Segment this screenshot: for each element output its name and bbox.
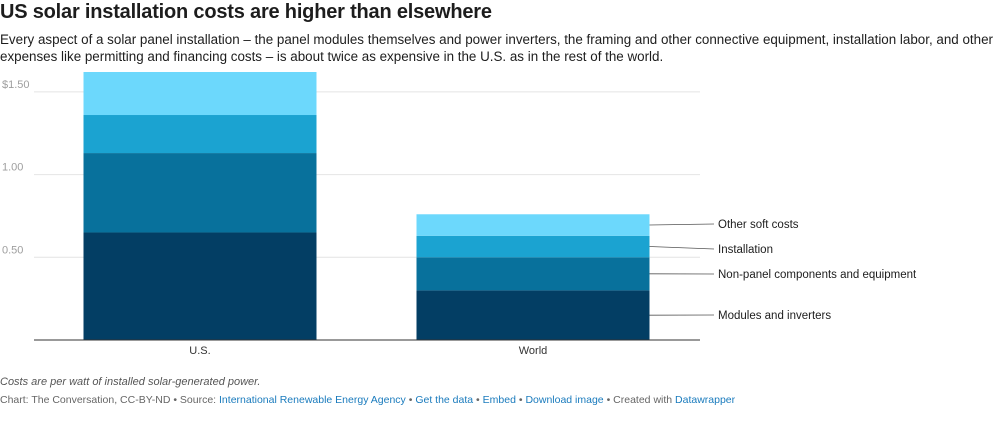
legend-label: Other soft costs xyxy=(718,219,799,231)
bar-segment xyxy=(416,257,650,291)
bar-segment xyxy=(83,115,317,154)
footer-credit: Chart: The Conversation, CC-BY-ND • Sour… xyxy=(0,394,220,406)
bars xyxy=(83,72,650,340)
bar-segment xyxy=(83,232,317,340)
get-data-link[interactable]: Get the data xyxy=(415,394,474,406)
bar-segment xyxy=(83,72,317,116)
chart-notes: Costs are per watt of installed solar-ge… xyxy=(0,376,261,388)
x-axis: U.S. World xyxy=(34,339,700,357)
chart-footer: Chart: The Conversation, CC-BY-ND • Sour… xyxy=(0,394,735,406)
x-tick-label: U.S. xyxy=(189,345,210,357)
legend: Modules and inverters Non-panel component… xyxy=(649,219,917,322)
bar-segment xyxy=(83,153,317,233)
y-tick-label: 1.00 xyxy=(2,162,23,174)
bar-segment xyxy=(416,235,650,258)
y-tick-label: 0.50 xyxy=(2,244,23,256)
footer-separator: • xyxy=(473,394,483,406)
footer-separator: • xyxy=(405,394,416,406)
footer-separator: • xyxy=(515,394,526,406)
legend-connector xyxy=(649,246,715,250)
stacked-bar-chart: 0.50 1.00 $1.50 Modules and inverters Non-p… xyxy=(2,72,917,357)
download-image-link[interactable]: Download image xyxy=(525,394,604,406)
legend-label: Non-panel components and equipment xyxy=(718,269,917,281)
legend-label: Modules and inverters xyxy=(718,310,831,322)
legend-connector xyxy=(649,223,715,226)
datawrapper-link[interactable]: Datawrapper xyxy=(675,394,736,406)
x-tick-label: World xyxy=(519,345,548,357)
y-tick-label: $1.50 xyxy=(2,79,30,91)
legend-label: Installation xyxy=(718,244,773,256)
chart-title: US solar installation costs are higher t… xyxy=(0,1,492,23)
embed-link[interactable]: Embed xyxy=(482,394,516,406)
chart-description: Every aspect of a solar panel installati… xyxy=(0,32,993,64)
source-link[interactable]: International Renewable Energy Agency xyxy=(219,394,406,406)
bar-segment xyxy=(416,290,650,340)
bar-segment xyxy=(416,214,650,236)
footer-created-with: • Created with xyxy=(603,394,676,406)
